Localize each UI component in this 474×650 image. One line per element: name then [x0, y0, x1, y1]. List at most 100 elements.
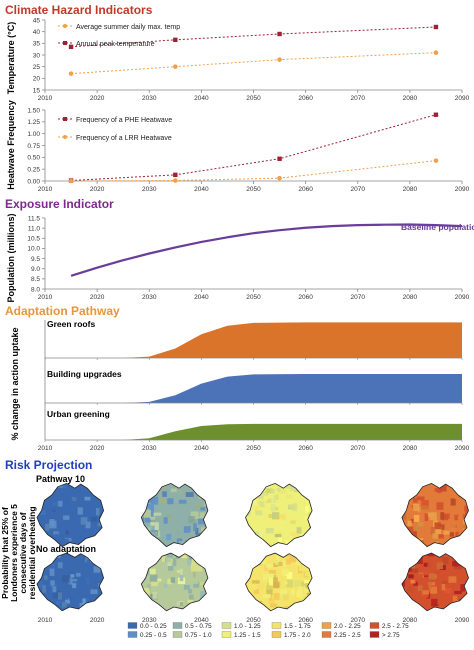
- risk-map-patch: [252, 545, 258, 547]
- risk-map-patch: [463, 598, 468, 606]
- risk-map: [37, 553, 109, 611]
- risk-map-patch: [301, 553, 309, 554]
- risk-map-patch: [407, 527, 414, 535]
- risk-map-patch: [39, 557, 44, 566]
- risk-map-patch: [298, 609, 303, 611]
- risk-map-patch: [268, 514, 275, 519]
- risk-legend-label: > 2.75: [382, 632, 400, 639]
- risk-map-patch: [438, 524, 445, 530]
- risk-map-patch: [267, 543, 273, 547]
- risk-map-patch: [93, 528, 101, 535]
- risk-map-patch: [40, 509, 46, 515]
- risk-map-patch: [60, 490, 68, 495]
- risk-map-patch: [245, 609, 248, 611]
- x-tick-label: 2040: [194, 617, 209, 624]
- risk-map-patch: [452, 595, 458, 604]
- risk-map-patch: [285, 540, 294, 547]
- risk-map-patch: [449, 527, 457, 533]
- risk-map-patch: [141, 603, 148, 611]
- risk-map-patch: [257, 495, 264, 500]
- risk-map-patch: [285, 520, 291, 525]
- risk-map-patch: [289, 554, 297, 563]
- risk-map-patch: [76, 572, 81, 577]
- risk-map-patch: [407, 558, 415, 565]
- risk-map-patch: [65, 527, 71, 531]
- risk-map-patch: [460, 511, 465, 515]
- risk-map-patch: [96, 602, 103, 611]
- x-tick-label: 2070: [351, 294, 366, 301]
- risk-map-patch: [90, 592, 95, 598]
- risk-map-patch: [193, 581, 200, 588]
- lrr-heatwave-point: [433, 158, 439, 163]
- y-tick-label: 35: [33, 41, 41, 48]
- risk-map-patch: [50, 580, 55, 586]
- risk-map-patch: [162, 526, 166, 530]
- y-tick-label: 11.5: [28, 215, 41, 222]
- risk-map-patch: [282, 569, 289, 575]
- annual-peak-temp-legend-label: Annual peak temperature: [76, 41, 155, 48]
- x-tick-label: 2040: [194, 95, 209, 102]
- risk-map-patch: [192, 572, 196, 580]
- risk-map-patch: [104, 554, 109, 557]
- risk-map: [245, 483, 313, 547]
- risk-map-patch: [417, 566, 425, 573]
- risk-map-patch: [95, 508, 100, 516]
- risk-map-patch: [245, 525, 249, 532]
- risk-map-patch: [266, 573, 274, 578]
- risk-map-patch: [141, 572, 145, 579]
- risk-map-patch: [435, 526, 442, 534]
- risk-legend-label: 0.75 - 1.0: [185, 632, 212, 639]
- risk-map-patch: [248, 537, 254, 545]
- risk-map-patch: [205, 490, 208, 494]
- risk-map-patch: [44, 603, 50, 610]
- risk-map-patch: [187, 599, 194, 604]
- risk-map-patch: [401, 493, 407, 502]
- risk-legend-swatch: [221, 622, 232, 629]
- risk-map-patch: [145, 535, 153, 543]
- risk-map-patch: [166, 584, 171, 589]
- risk-map-patch: [407, 490, 412, 495]
- x-tick-label: 2010: [38, 617, 53, 624]
- risk-map-patch: [418, 525, 425, 533]
- risk-map-patch: [429, 573, 436, 580]
- risk-map-patch: [292, 503, 298, 512]
- risk-map-patch: [429, 586, 438, 594]
- x-tick-label: 2050: [246, 186, 261, 193]
- risk-map-patch: [255, 544, 262, 547]
- risk-map-patch: [179, 601, 184, 606]
- risk-map-patch: [189, 531, 193, 539]
- x-tick-label: 2060: [298, 95, 313, 102]
- risk-map-patch: [154, 578, 162, 582]
- risk-map-patch: [428, 581, 432, 589]
- risk-map-patch: [452, 560, 459, 567]
- risk-map-patch: [288, 504, 297, 508]
- risk-map-patch: [143, 540, 152, 547]
- risk-map-patch: [183, 584, 190, 590]
- risk-map-patch: [48, 504, 52, 509]
- risk-map-patch: [181, 553, 188, 558]
- risk-map-patch: [37, 502, 41, 507]
- risk-map-patch: [450, 544, 454, 547]
- risk-map-patch: [413, 609, 418, 611]
- risk-map-patch: [55, 558, 62, 563]
- risk-map-patch: [68, 501, 72, 508]
- x-tick-label: 2060: [298, 294, 313, 301]
- risk-map-patch: [441, 515, 449, 521]
- risk-legend-swatch: [172, 631, 183, 638]
- risk-map-patch: [257, 539, 261, 546]
- risk-map-patch: [262, 574, 267, 581]
- risk-map-patch: [141, 544, 145, 547]
- risk-map-patch: [412, 483, 420, 485]
- avg-summer-temp-point: [68, 71, 74, 76]
- risk-map-patch: [205, 488, 208, 493]
- risk-map-patch: [467, 523, 469, 531]
- risk-map-patch: [205, 608, 208, 611]
- risk-map-patch: [407, 553, 414, 557]
- risk-map-patch: [440, 512, 445, 520]
- risk-map-patch: [63, 515, 70, 520]
- risk-map-patch: [457, 602, 462, 607]
- risk-map-patch: [422, 573, 429, 578]
- risk-map-patch: [262, 594, 271, 599]
- risk-map-patch: [440, 600, 446, 604]
- risk-map-patch: [57, 592, 62, 600]
